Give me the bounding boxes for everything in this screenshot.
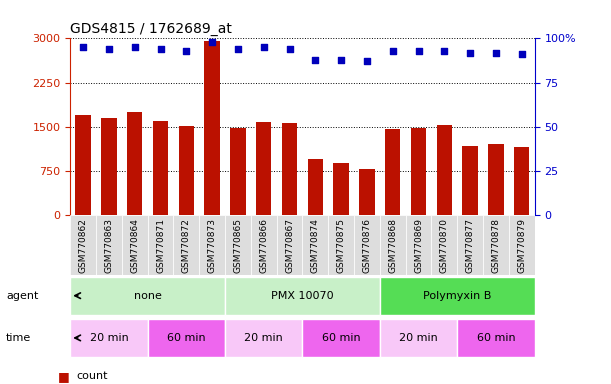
Text: GSM770875: GSM770875 — [337, 218, 346, 273]
Bar — [251, 215, 277, 275]
Bar — [178, 126, 194, 215]
Text: 60 min: 60 min — [322, 333, 360, 343]
Bar — [225, 276, 380, 315]
Bar — [354, 215, 380, 275]
Bar — [205, 41, 220, 215]
Point — [78, 44, 88, 50]
Text: GSM770867: GSM770867 — [285, 218, 294, 273]
Text: count: count — [76, 371, 108, 381]
Text: GSM770862: GSM770862 — [79, 218, 87, 273]
Text: time: time — [6, 333, 31, 343]
Point — [310, 56, 320, 63]
Bar — [302, 215, 328, 275]
Text: 60 min: 60 min — [477, 333, 515, 343]
Point — [130, 44, 140, 50]
Bar — [307, 159, 323, 215]
Text: GSM770866: GSM770866 — [259, 218, 268, 273]
Bar — [411, 129, 426, 215]
Point — [362, 58, 372, 65]
Bar — [153, 121, 168, 215]
Bar — [483, 215, 509, 275]
Bar — [380, 215, 406, 275]
Bar — [359, 169, 375, 215]
Text: GSM770868: GSM770868 — [388, 218, 397, 273]
Bar — [431, 215, 457, 275]
Text: none: none — [134, 291, 161, 301]
Text: GSM770871: GSM770871 — [156, 218, 165, 273]
Text: Polymyxin B: Polymyxin B — [423, 291, 491, 301]
Bar — [334, 163, 349, 215]
Text: GSM770876: GSM770876 — [362, 218, 371, 273]
Bar — [256, 122, 271, 215]
Bar — [96, 215, 122, 275]
Text: GSM770863: GSM770863 — [104, 218, 114, 273]
Point — [414, 48, 423, 54]
Bar — [514, 147, 530, 215]
Bar — [148, 215, 174, 275]
Point — [181, 48, 191, 54]
Bar — [75, 115, 91, 215]
Bar — [385, 129, 400, 215]
Bar — [437, 125, 452, 215]
Text: agent: agent — [6, 291, 38, 301]
Bar — [282, 122, 298, 215]
Text: 20 min: 20 min — [244, 333, 283, 343]
Text: GSM770879: GSM770879 — [518, 218, 526, 273]
Bar — [488, 144, 503, 215]
Point — [285, 46, 295, 52]
Point — [233, 46, 243, 52]
Text: 20 min: 20 min — [399, 333, 438, 343]
Bar — [380, 319, 457, 357]
Text: PMX 10070: PMX 10070 — [271, 291, 334, 301]
Point — [207, 39, 217, 45]
Text: GSM770869: GSM770869 — [414, 218, 423, 273]
Point — [388, 48, 398, 54]
Bar — [302, 319, 380, 357]
Point — [491, 50, 501, 56]
Text: GSM770878: GSM770878 — [491, 218, 500, 273]
Text: GDS4815 / 1762689_at: GDS4815 / 1762689_at — [70, 22, 232, 36]
Text: GSM770877: GSM770877 — [466, 218, 475, 273]
Point — [259, 44, 269, 50]
Text: GSM770872: GSM770872 — [182, 218, 191, 273]
Bar — [70, 215, 96, 275]
Bar — [225, 319, 302, 357]
Point — [517, 51, 527, 57]
Bar — [457, 215, 483, 275]
Bar — [509, 215, 535, 275]
Bar — [127, 112, 142, 215]
Point — [156, 46, 166, 52]
Bar — [70, 319, 148, 357]
Text: GSM770865: GSM770865 — [233, 218, 243, 273]
Bar — [70, 276, 225, 315]
Point — [336, 56, 346, 63]
Bar — [277, 215, 302, 275]
Bar — [230, 128, 246, 215]
Text: GSM770874: GSM770874 — [311, 218, 320, 273]
Bar — [328, 215, 354, 275]
Bar — [380, 276, 535, 315]
Bar — [174, 215, 199, 275]
Text: GSM770873: GSM770873 — [208, 218, 217, 273]
Bar — [199, 215, 225, 275]
Point — [104, 46, 114, 52]
Text: ■: ■ — [58, 370, 70, 383]
Bar — [101, 119, 117, 215]
Text: 60 min: 60 min — [167, 333, 206, 343]
Text: 20 min: 20 min — [90, 333, 128, 343]
Bar — [122, 215, 148, 275]
Point — [439, 48, 449, 54]
Bar — [148, 319, 225, 357]
Text: GSM770870: GSM770870 — [440, 218, 449, 273]
Bar — [463, 146, 478, 215]
Text: GSM770864: GSM770864 — [130, 218, 139, 273]
Point — [465, 50, 475, 56]
Bar — [225, 215, 251, 275]
Bar — [457, 319, 535, 357]
Bar — [406, 215, 431, 275]
